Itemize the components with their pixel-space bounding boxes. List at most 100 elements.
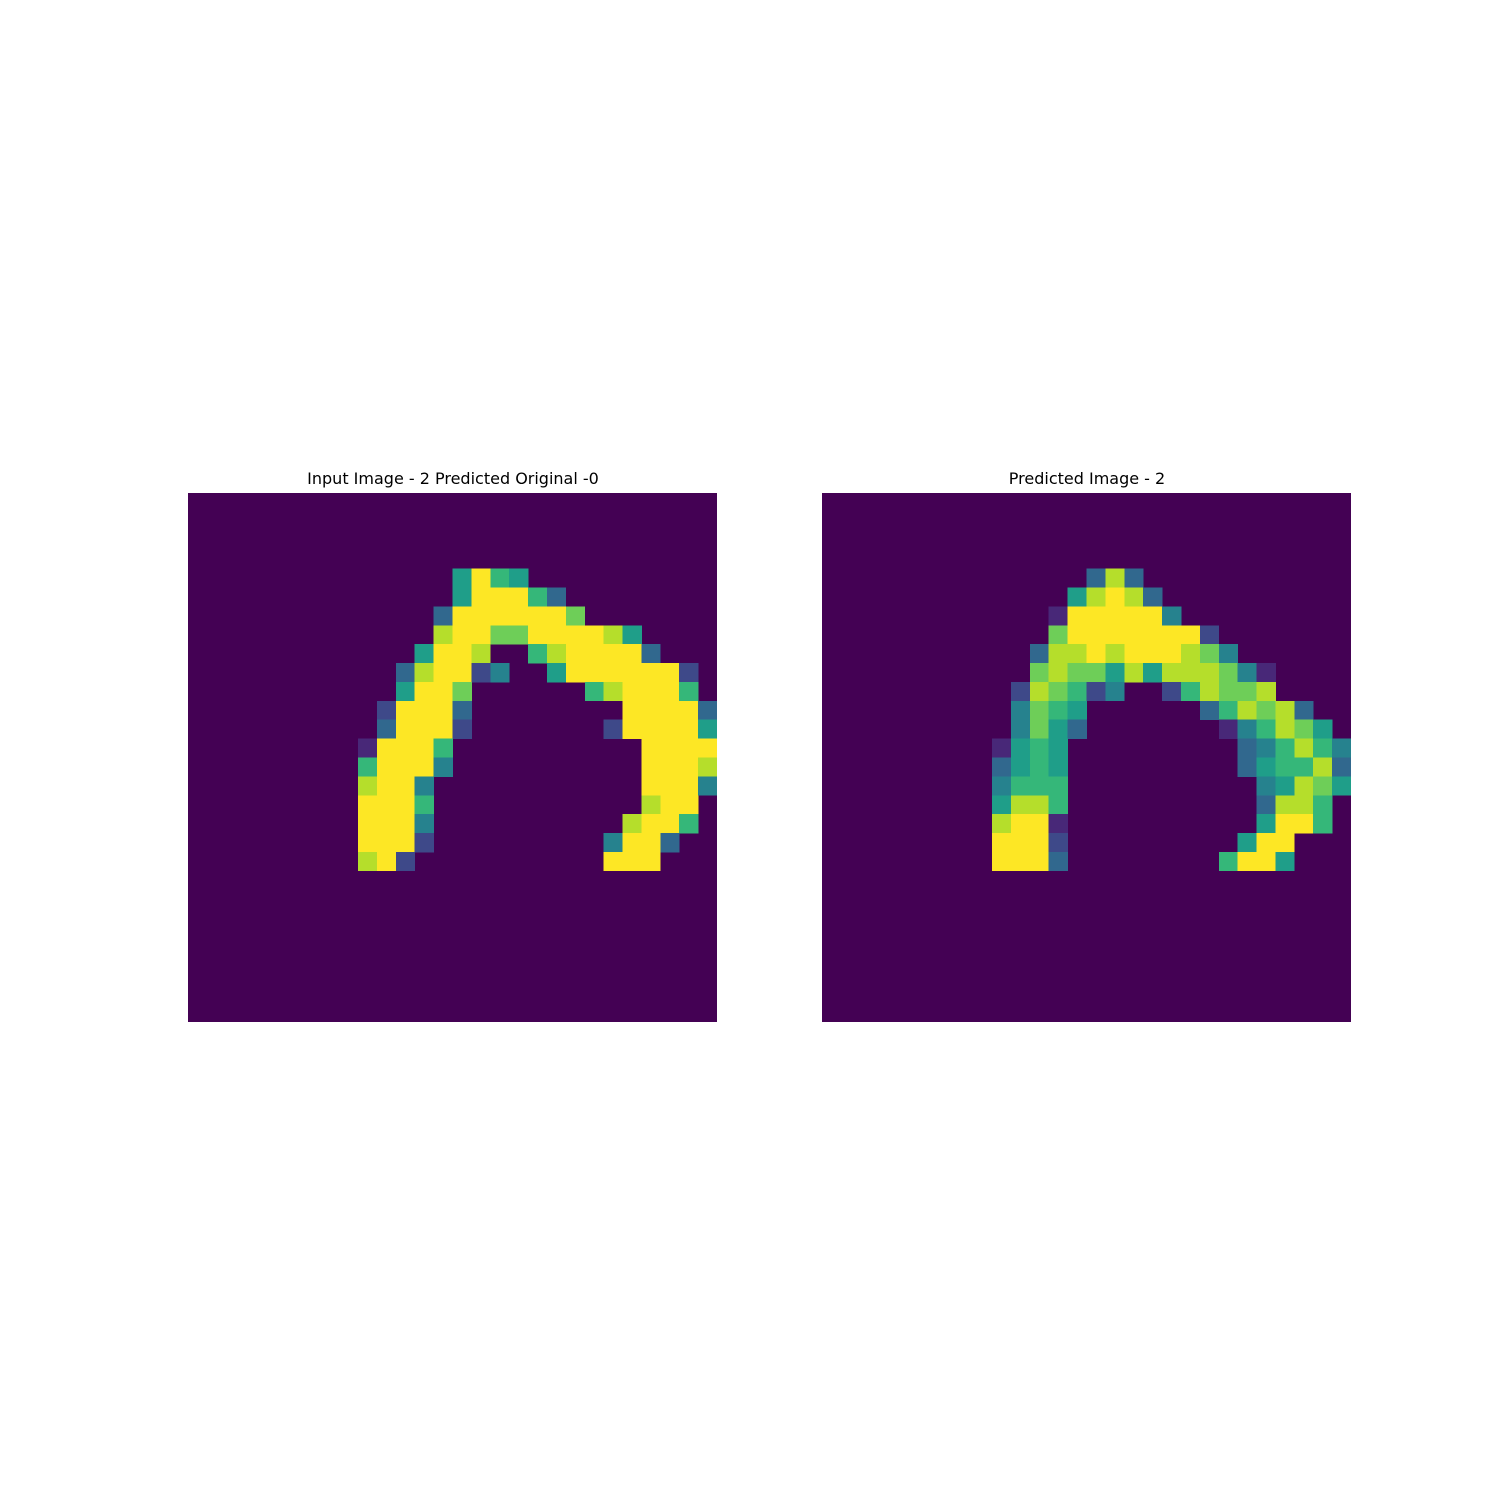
heatmap-cell xyxy=(622,851,642,872)
heatmap-cell xyxy=(1313,738,1333,758)
heatmap-cell xyxy=(1237,851,1257,872)
heatmap-cell xyxy=(490,663,510,683)
heatmap-cell xyxy=(1029,738,1050,758)
heatmap-cell xyxy=(433,719,453,739)
heatmap-cell xyxy=(1256,814,1276,834)
heatmap-cell xyxy=(660,814,680,834)
heatmap-cell xyxy=(622,681,642,702)
heatmap-cell xyxy=(1256,681,1276,702)
heatmap-cell xyxy=(528,606,548,626)
heatmap-cell xyxy=(1162,606,1182,626)
heatmap-cell xyxy=(1067,719,1087,739)
heatmap-cell xyxy=(1180,625,1201,645)
heatmap-cell xyxy=(622,625,642,645)
heatmap-cell xyxy=(358,851,378,872)
heatmap-cell xyxy=(1313,757,1333,777)
heatmap-cell xyxy=(1029,833,1050,853)
heatmap-cell xyxy=(1275,700,1295,721)
heatmap-cell xyxy=(622,719,642,739)
heatmap-cell xyxy=(1029,851,1050,872)
heatmap-cell xyxy=(622,814,642,834)
heatmap-cell xyxy=(414,795,434,815)
heatmap-cell xyxy=(1105,644,1125,664)
heatmap-cell xyxy=(1086,568,1106,588)
heatmap-cell xyxy=(1010,776,1031,796)
heatmap-cell xyxy=(641,681,661,702)
heatmap-cell xyxy=(376,851,397,872)
heatmap-cell xyxy=(414,833,434,853)
heatmap-cell xyxy=(452,719,472,739)
heatmap-cell xyxy=(1162,625,1182,645)
heatmap-cell xyxy=(1029,814,1050,834)
heatmap-cell xyxy=(395,833,416,853)
heatmap-cell xyxy=(1124,625,1144,645)
heatmap-cell xyxy=(641,776,661,796)
heatmap-cell xyxy=(452,568,472,588)
heatmap-cell xyxy=(1256,663,1276,683)
heatmap-cell xyxy=(1048,738,1068,758)
heatmap-cell xyxy=(1180,681,1201,702)
heatmap-cell xyxy=(1294,795,1314,815)
heatmap-cell xyxy=(1124,606,1144,626)
heatmap-cell xyxy=(1256,700,1276,721)
heatmap-cell xyxy=(433,681,453,702)
heatmap-cell xyxy=(1294,738,1314,758)
heatmap-cell xyxy=(1048,776,1068,796)
heatmap-cell xyxy=(546,644,567,664)
heatmap-cell xyxy=(603,681,623,702)
heatmap-cell xyxy=(509,587,529,607)
heatmap-cell xyxy=(528,625,548,645)
heatmap-cell xyxy=(1294,814,1314,834)
heatmap-cell xyxy=(641,814,661,834)
heatmap-cell xyxy=(1067,700,1087,721)
heatmap-cell xyxy=(1162,644,1182,664)
heatmap-cell xyxy=(1218,700,1239,721)
heatmap-cell xyxy=(1105,587,1125,607)
heatmap-cell xyxy=(584,663,605,683)
heatmap-cell xyxy=(1256,795,1276,815)
heatmap-cell xyxy=(395,814,416,834)
heatmap-cell xyxy=(1294,700,1314,721)
heatmap-cell xyxy=(1010,681,1031,702)
heatmap-cell xyxy=(622,644,642,664)
heatmap-cell xyxy=(452,700,472,721)
heatmap-cell xyxy=(641,851,661,872)
heatmap-cell xyxy=(584,625,605,645)
heatmap-cell xyxy=(376,719,397,739)
heatmap-cell xyxy=(376,700,397,721)
heatmap-cell xyxy=(679,681,699,702)
heatmap-cell xyxy=(622,833,642,853)
heatmap-cell xyxy=(1048,700,1068,721)
heatmap-cell xyxy=(992,757,1012,777)
heatmap-cell xyxy=(490,568,510,588)
heatmap-cell xyxy=(358,833,378,853)
heatmap-cell xyxy=(1048,833,1068,853)
heatmap-cell xyxy=(376,833,397,853)
heatmap-cell xyxy=(1010,833,1031,853)
heatmap-cell xyxy=(452,606,472,626)
heatmap-cell xyxy=(660,757,680,777)
heatmap-cell xyxy=(1199,681,1220,702)
heatmap-cell xyxy=(509,625,529,645)
heatmap-cell xyxy=(1010,795,1031,815)
heatmap-cell xyxy=(992,776,1012,796)
heatmap-cell xyxy=(471,663,491,683)
heatmap-cell xyxy=(679,776,699,796)
heatmap-cell xyxy=(546,587,567,607)
heatmap-cell xyxy=(358,795,378,815)
heatmap-cell xyxy=(358,776,378,796)
heatmap-cell xyxy=(1010,738,1031,758)
predicted-image-heatmap xyxy=(822,493,1351,1022)
heatmap-cell xyxy=(395,719,416,739)
heatmap-cell xyxy=(698,700,717,721)
input-image-title: Input Image - 2 Predicted Original -0 xyxy=(307,469,599,488)
heatmap-cell xyxy=(1048,795,1068,815)
heatmap-cell xyxy=(358,757,378,777)
heatmap-cell xyxy=(603,644,623,664)
heatmap-cell xyxy=(1199,663,1220,683)
heatmap-cell xyxy=(603,625,623,645)
heatmap-cell xyxy=(376,757,397,777)
heatmap-cell xyxy=(1237,700,1257,721)
heatmap-cell xyxy=(1105,625,1125,645)
heatmap-cell xyxy=(433,644,453,664)
